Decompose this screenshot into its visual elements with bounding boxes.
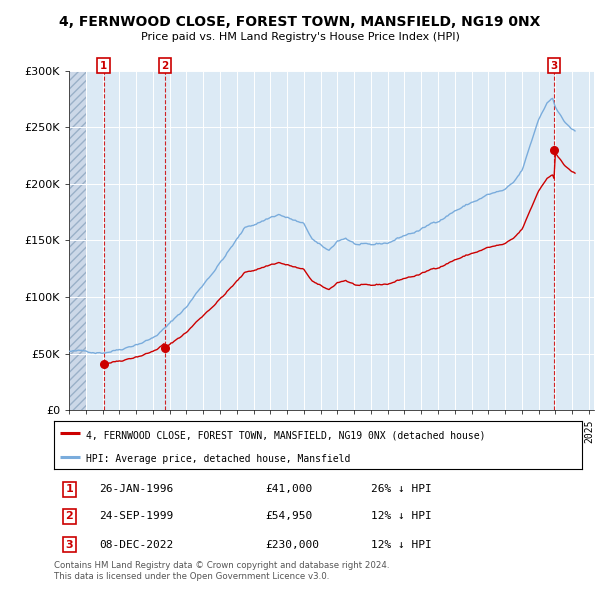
Text: 08-DEC-2022: 08-DEC-2022 xyxy=(99,540,173,550)
Text: 1: 1 xyxy=(65,484,73,494)
Text: 26% ↓ HPI: 26% ↓ HPI xyxy=(371,484,431,494)
Text: This data is licensed under the Open Government Licence v3.0.: This data is licensed under the Open Gov… xyxy=(54,572,329,581)
Text: £41,000: £41,000 xyxy=(265,484,313,494)
Text: £54,950: £54,950 xyxy=(265,512,313,522)
Text: 26-JAN-1996: 26-JAN-1996 xyxy=(99,484,173,494)
Text: 2: 2 xyxy=(161,61,169,71)
Text: £230,000: £230,000 xyxy=(265,540,319,550)
Text: Contains HM Land Registry data © Crown copyright and database right 2024.: Contains HM Land Registry data © Crown c… xyxy=(54,560,389,569)
Text: 4, FERNWOOD CLOSE, FOREST TOWN, MANSFIELD, NG19 0NX (detached house): 4, FERNWOOD CLOSE, FOREST TOWN, MANSFIEL… xyxy=(86,430,485,440)
Text: Price paid vs. HM Land Registry's House Price Index (HPI): Price paid vs. HM Land Registry's House … xyxy=(140,32,460,42)
Text: 12% ↓ HPI: 12% ↓ HPI xyxy=(371,540,431,550)
Text: 4, FERNWOOD CLOSE, FOREST TOWN, MANSFIELD, NG19 0NX: 4, FERNWOOD CLOSE, FOREST TOWN, MANSFIEL… xyxy=(59,15,541,29)
Text: 2: 2 xyxy=(65,512,73,522)
Text: HPI: Average price, detached house, Mansfield: HPI: Average price, detached house, Mans… xyxy=(86,454,350,464)
Text: 24-SEP-1999: 24-SEP-1999 xyxy=(99,512,173,522)
Text: 1: 1 xyxy=(100,61,107,71)
Bar xyxy=(69,71,86,410)
Text: 3: 3 xyxy=(551,61,558,71)
Text: 3: 3 xyxy=(65,540,73,550)
Text: 12% ↓ HPI: 12% ↓ HPI xyxy=(371,512,431,522)
